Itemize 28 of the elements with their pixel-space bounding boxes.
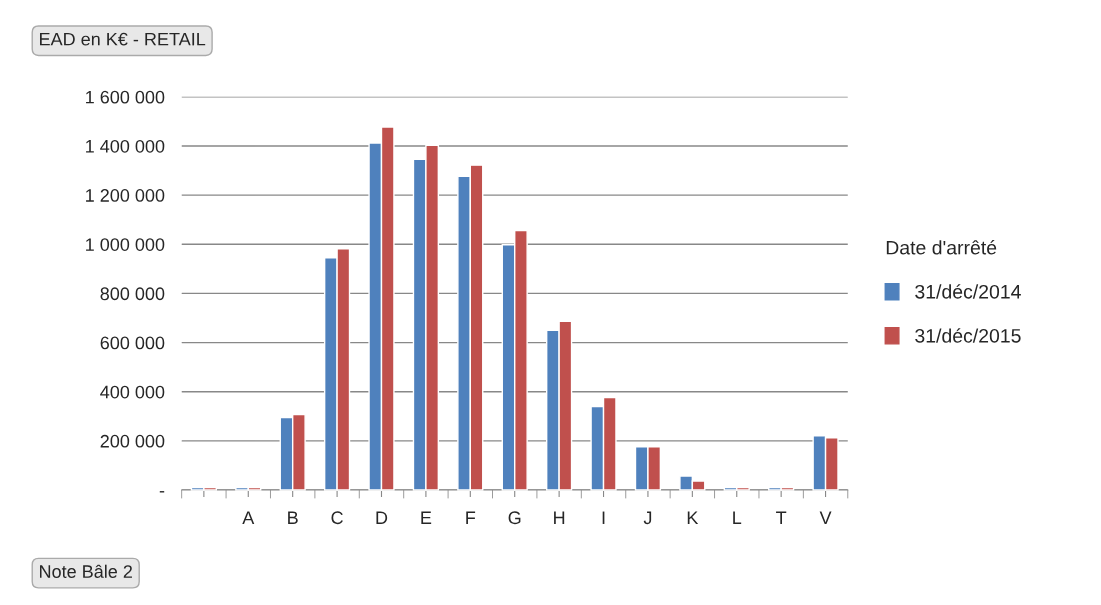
y-tick-label: 400 000 <box>100 385 165 399</box>
legend-title: Date d'arrêté <box>886 240 997 255</box>
x-tick-label: I <box>602 511 605 524</box>
y-tick-label: - <box>159 491 165 493</box>
x-tick-label: G <box>508 511 521 525</box>
y-tick-label: 800 000 <box>100 287 165 301</box>
y-tick-label: 600 000 <box>100 336 165 350</box>
x-tick-label: E <box>421 511 432 524</box>
x-tick-label: J <box>643 511 652 525</box>
x-tick-label: B <box>288 511 298 524</box>
x-tick-label: K <box>687 511 699 524</box>
x-tick-label: H <box>554 511 565 524</box>
y-tick-label: 1 400 000 <box>86 139 165 153</box>
x-tick-label: T <box>776 511 787 524</box>
x-tick-label: F <box>466 511 476 524</box>
x-tick-label: V <box>819 511 832 524</box>
legend-label: 31/déc/2015 <box>915 328 1021 343</box>
y-tick-label: 1 200 000 <box>86 189 165 202</box>
legend-label: 31/déc/2014 <box>915 284 1021 299</box>
x-axis-title: Note Bâle 2 <box>40 564 132 578</box>
y-tick-label: 200 000 <box>100 434 165 448</box>
x-tick-label: D <box>376 511 388 524</box>
chart-title: EAD en K€ - RETAIL <box>40 32 206 46</box>
x-tick-label: L <box>733 511 742 524</box>
y-tick-label: 1 600 000 <box>86 90 165 104</box>
y-tick-label: 1 000 000 <box>86 238 165 251</box>
x-tick-label: C <box>331 511 343 525</box>
x-tick-label: A <box>242 511 255 524</box>
